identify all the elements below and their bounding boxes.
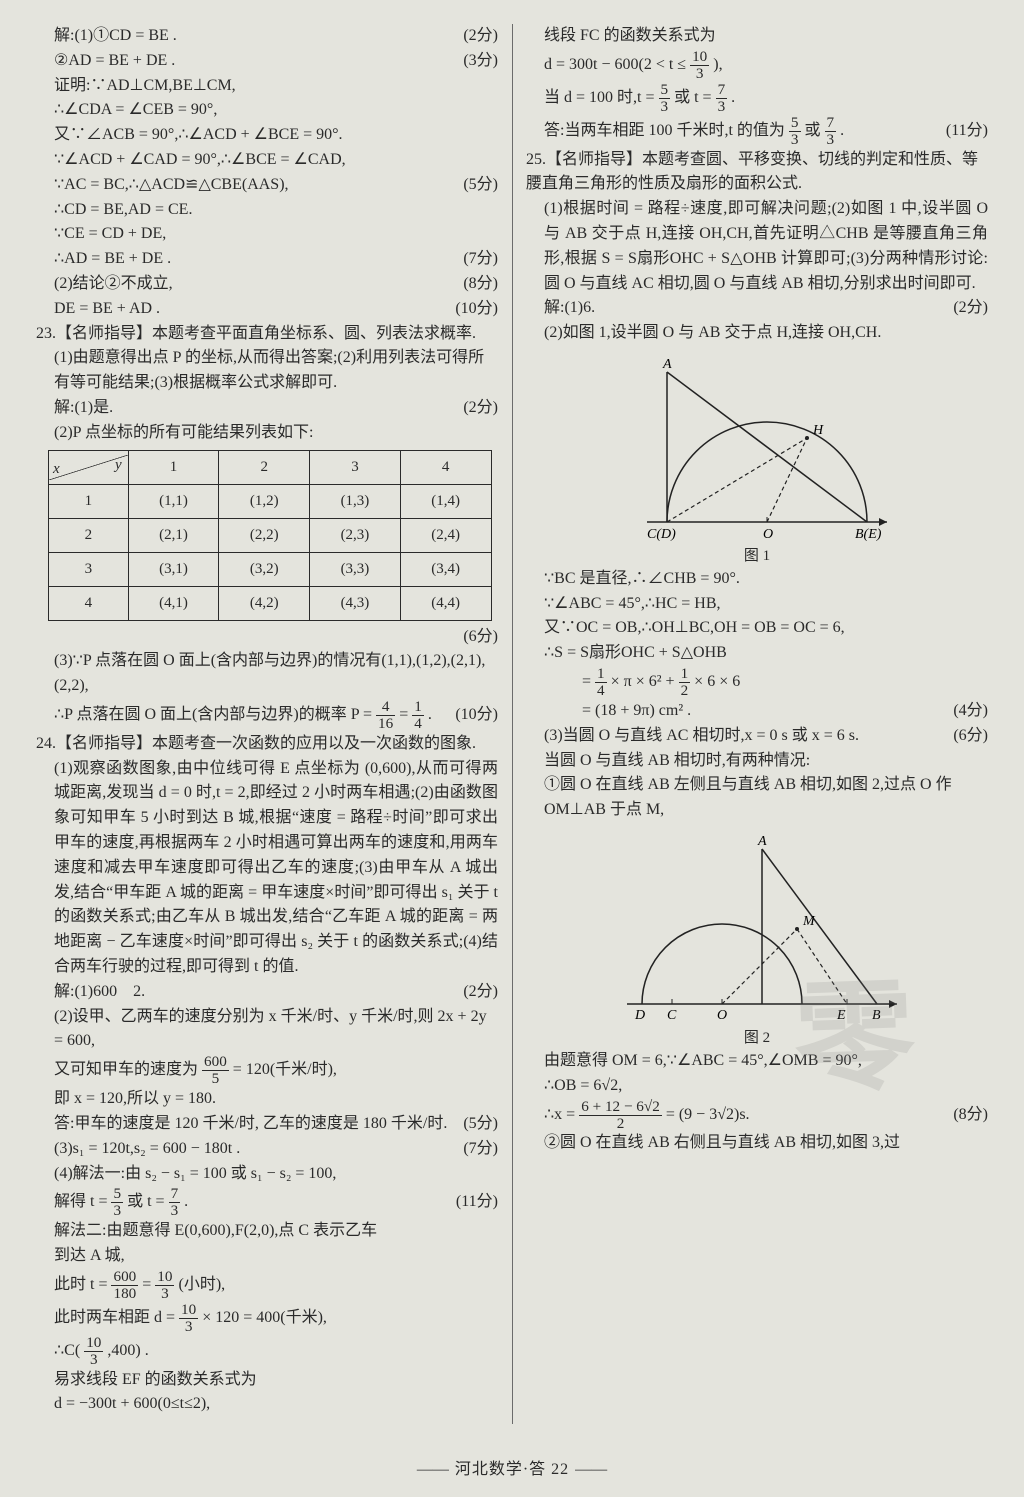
p24-s5: 答:甲车的速度是 120 千米/时, 乙车的速度是 180 千米/时.(5分) (36, 1112, 498, 1137)
p24c-l3: 此时两车相距 d = 103 × 120 = 400(千米), (36, 1302, 498, 1335)
svg-text:M: M (802, 914, 816, 929)
p25-l12: ∴x = 6 + 12 − 6√22 = (9 − 3√2)s. (8分) (526, 1099, 988, 1132)
p25-l11: ∴OB = 6√2, (526, 1074, 988, 1099)
p22-l5: 又∵∠ACB = 90°,∴∠ACD + ∠BCE = 90°. (36, 123, 498, 148)
p24-desc: (1)观察函数图象,由中位线可得 E 点坐标为 (0,600),从而可得两城距离… (36, 757, 498, 980)
p25-l3: 又∵OC = OB,∴OH⊥BC,OH = OB = OC = 6, (526, 616, 988, 641)
p24c-l2: 此时 t = 600180 = 103 (小时), (36, 1269, 498, 1302)
svg-text:O: O (717, 1008, 727, 1023)
p24c-l7: 线段 FC 的函数关系式为 (526, 24, 988, 49)
p25-l7: (3)当圆 O 与直线 AC 相切时,x = 0 s 或 x = 6 s.(6分… (526, 724, 988, 749)
p25-l4: ∴S = S扇形OHC + S△OHB (526, 641, 988, 666)
p25-l6: = (18 + 9π) cm² .(4分) (526, 699, 988, 724)
svg-text:C(D): C(D) (647, 527, 676, 542)
table-row: 2(2,1)(2,2)(2,3)(2,4) (49, 518, 492, 552)
p25-l1: ∵BC 是直径,∴∠CHB = 90°. (526, 567, 988, 592)
p25-l2: ∵∠ABC = 45°,∴HC = HB, (526, 592, 988, 617)
svg-text:B: B (872, 1008, 881, 1023)
p24c-l1: 到达 A 城, (36, 1244, 498, 1269)
svg-text:H: H (812, 423, 824, 438)
p24-s4: 即 x = 120,所以 y = 180. (36, 1087, 498, 1112)
p22-l9: ∵CE = CD + DE, (36, 222, 498, 247)
p25-desc: (1)根据时间 = 路程÷速度,即可解决问题;(2)如图 1 中,设半圆 O 与… (526, 197, 988, 296)
table-row: 1(1,1)(1,2)(1,3)(1,4) (49, 484, 492, 518)
p22-l2: ②AD = BE + DE .(3分) (36, 49, 498, 74)
probability-table: xy 1 2 3 4 1(1,1)(1,2)(1,3)(1,4) 2(2,1)(… (48, 450, 492, 621)
p22-l6: ∵∠ACD + ∠CAD = 90°,∴∠BCE = ∠CAD, (36, 148, 498, 173)
p24-s2: (2)设甲、乙两车的速度分别为 x 千米/时、y 千米/时,则 2x + 2y … (36, 1005, 498, 1055)
p22-l7: ∵AC = BC,∴△ACD≌△CBE(AAS),(5分) (36, 173, 498, 198)
p22-l1: 解:(1)①CD = BE .(2分) (36, 24, 498, 49)
col-h2: 2 (219, 450, 310, 484)
svg-text:A: A (757, 834, 767, 849)
p22-l11: (2)结论②不成立,(8分) (36, 272, 498, 297)
svg-text:O: O (763, 527, 773, 542)
p25-l5: = 14 × π × 6² + 12 × 6 × 6 (526, 666, 988, 699)
p23-desc: (1)由题意得出点 P 的坐标,从而得出答案;(2)利用列表法可得所有等可能结果… (36, 346, 498, 396)
p24c-l6: d = −300t + 600(0≤t≤2), (36, 1392, 498, 1417)
p23-heading: 23.【名师指导】本题考查平面直角坐标系、圆、列表法求概率. (36, 322, 498, 347)
svg-text:A: A (662, 357, 672, 372)
p23-s5: ∴P 点落在圆 O 面上(含内部与边界)的概率 P = 416 = 14 . (… (36, 699, 498, 732)
p22-l3: 证明:∵AD⊥CM,BE⊥CM, (36, 74, 498, 99)
p24c-l4: ∴C( 103 ,400) . (36, 1335, 498, 1368)
p25-heading: 25.【名师指导】本题考查圆、平移变换、切线的判定和性质、等腰直角三角形的性质及… (526, 148, 988, 198)
p23-s3pts: (6分) (36, 625, 498, 650)
figure-1-caption: 图 1 (526, 544, 988, 565)
p23-s4: (3)∵P 点落在圆 O 面上(含内部与边界)的情况有(1,1),(1,2),(… (36, 649, 498, 699)
p24-s6: (3)s₁ = 120t,s₂ = 600 − 180t .(7分) (36, 1137, 498, 1162)
p24c-l8: d = 300t − 600(2 < t ≤ 103 ), (526, 49, 988, 82)
p24c-l10: 答:当两车相距 100 千米时,t 的值为 53 或 73 . (11分) (526, 115, 988, 148)
table-row: 4(4,1)(4,2)(4,3)(4,4) (49, 586, 492, 620)
p25-l8: 当圆 O 与直线 AB 相切时,有两种情况: (526, 749, 988, 774)
svg-text:E: E (836, 1008, 846, 1023)
p22-l4: ∴∠CDA = ∠CEB = 90°, (36, 98, 498, 123)
svg-text:C: C (667, 1008, 677, 1023)
p24-s3: 又可知甲车的速度为 6005 = 120(千米/时), (36, 1054, 498, 1087)
figure-2: A M D C O E B 图 2 (526, 829, 988, 1047)
page-footer: 河北数学·答 22 (0, 1455, 1024, 1479)
col-h4: 4 (400, 450, 491, 484)
p22-l8: ∴CD = BE,AD = CE. (36, 198, 498, 223)
page: 零 解:(1)①CD = BE .(2分) ②AD = BE + DE .(3分… (0, 0, 1024, 1497)
figure-1: A H C(D) O B(E) 图 1 (526, 352, 988, 565)
figure-2-caption: 图 2 (526, 1026, 988, 1047)
p24c-l9: 当 d = 100 时,t = 53 或 t = 73 . (526, 82, 988, 115)
content-columns: 解:(1)①CD = BE .(2分) ②AD = BE + DE .(3分) … (36, 24, 988, 1424)
table-row: 3(3,1)(3,2)(3,3)(3,4) (49, 552, 492, 586)
p25-s2: (2)如图 1,设半圆 O 与 AB 交于点 H,连接 OH,CH. (526, 321, 988, 346)
col-h1: 1 (128, 450, 219, 484)
p24-heading: 24.【名师指导】本题考查一次函数的应用以及一次函数的图象. (36, 732, 498, 757)
p22-l10: ∴AD = BE + DE .(7分) (36, 247, 498, 272)
p23-s1: 解:(1)是.(2分) (36, 396, 498, 421)
p25-s1: 解:(1)6.(2分) (526, 296, 988, 321)
svg-text:B(E): B(E) (855, 527, 882, 542)
p25-l10: 由题意得 OM = 6,∵∠ABC = 45°,∠OMB = 90°, (526, 1049, 988, 1074)
p25-l9: ①圆 O 在直线 AB 左侧且与直线 AB 相切,如图 2,过点 O 作 OM⊥… (526, 773, 988, 823)
p22-l12: DE = BE + AD .(10分) (36, 297, 498, 322)
p24-s1: 解:(1)600 2.(2分) (36, 980, 498, 1005)
svg-text:D: D (634, 1008, 645, 1023)
p23-s2: (2)P 点坐标的所有可能结果列表如下: (36, 421, 498, 446)
p24-s7: (4)解法一:由 s₂ − s₁ = 100 或 s₁ − s₂ = 100, (36, 1162, 498, 1187)
p24c-l5: 易求线段 EF 的函数关系式为 (36, 1368, 498, 1393)
col-h3: 3 (310, 450, 401, 484)
p24-s9: 解法二:由题意得 E(0,600),F(2,0),点 C 表示乙车 (36, 1219, 498, 1244)
p24-s8: 解得 t = 53 或 t = 73 . (11分) (36, 1186, 498, 1219)
p25-l13: ②圆 O 在直线 AB 右侧且与直线 AB 相切,如图 3,过 (526, 1131, 988, 1156)
